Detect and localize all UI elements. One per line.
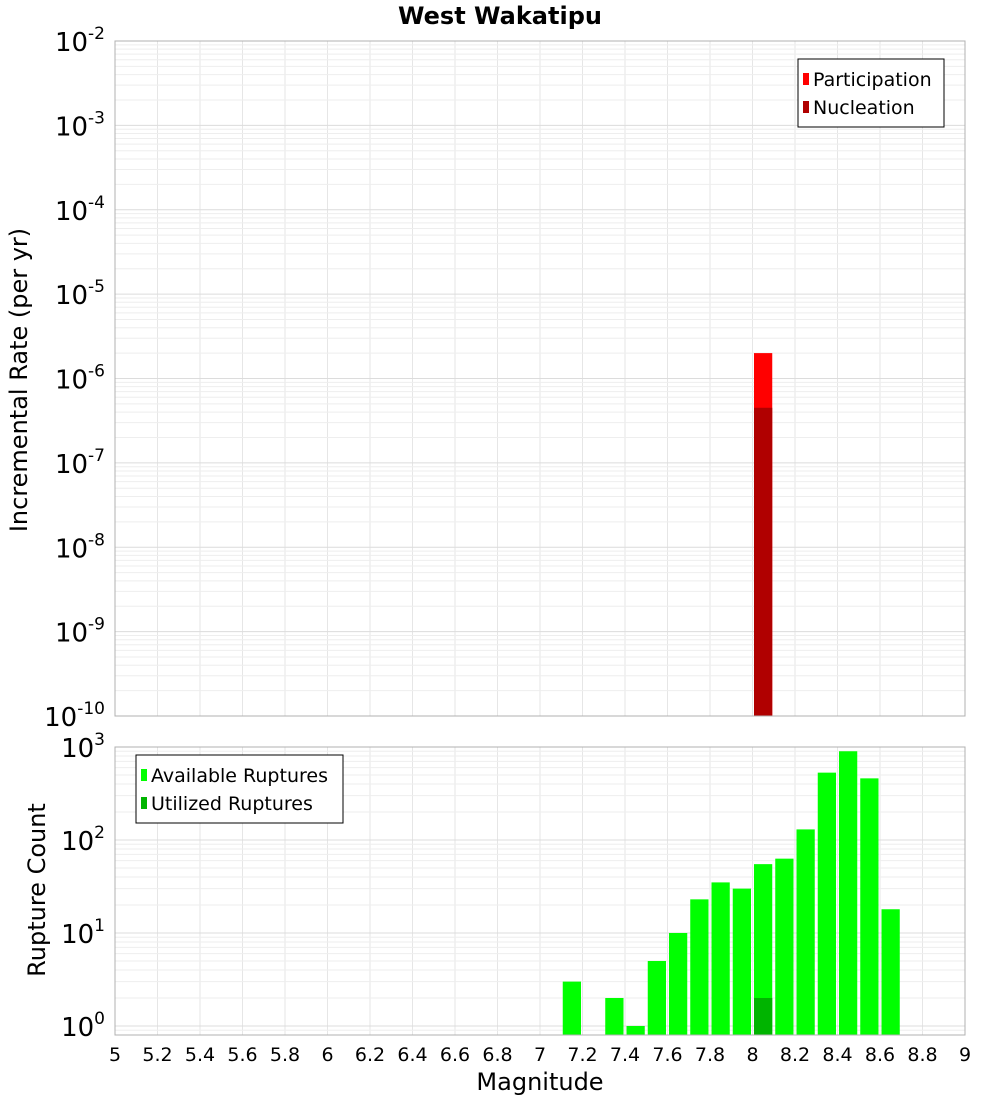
top-y-tick-label: 10-2 (55, 24, 105, 58)
bottom-y-axis-label: Rupture Count (23, 803, 51, 977)
bar (881, 909, 900, 1035)
top-legend-box (797, 58, 945, 128)
x-tick-label: 7.2 (567, 1044, 597, 1066)
x-tick-labels: 5 5.2 5.4 5.6 5.8 6 6.2 6.4 6.6 6.8 7 7.2 7.4 7.6 7.8 8… (109, 1044, 971, 1066)
top-y-tick-label: 10-5 (55, 277, 105, 311)
x-tick-label: 8 (746, 1044, 758, 1066)
bottom-series-utilized-ruptures (754, 997, 773, 1035)
top-y-tick-label: 10-4 (55, 193, 105, 227)
top-y-axis-label: Incremental Rate (per yr) (5, 228, 33, 532)
x-tick-label: 6.6 (440, 1044, 470, 1066)
bar (626, 1025, 645, 1035)
top-legend: Participation Nucleation (797, 58, 945, 128)
bottom-y-tick-label: 102 (61, 823, 105, 857)
bar (817, 772, 836, 1035)
bar (860, 778, 879, 1035)
x-tick-label: 5.6 (227, 1044, 257, 1066)
x-tick-label: 7 (534, 1044, 546, 1066)
legend-entry: Utilized Ruptures (151, 793, 313, 815)
bottom-series-available-ruptures (562, 751, 900, 1035)
x-tick-label: 8.6 (865, 1044, 895, 1066)
bar (754, 407, 773, 716)
legend-swatch (141, 797, 147, 809)
bar (605, 997, 624, 1035)
top-y-tick-label: 10-9 (55, 615, 105, 649)
bar (562, 981, 581, 1035)
top-y-tick-label: 10-7 (55, 446, 105, 480)
x-tick-label: 8.8 (907, 1044, 937, 1066)
legend-swatch (803, 73, 809, 85)
legend-swatch (141, 769, 147, 781)
top-y-tick-label: 10-3 (55, 108, 105, 142)
legend-entry: Nucleation (813, 97, 915, 119)
bar (839, 751, 858, 1035)
bar (754, 997, 773, 1035)
bar (754, 864, 773, 1035)
bar (775, 858, 794, 1035)
bottom-y-tick-label: 100 (61, 1009, 105, 1043)
x-tick-label: 9 (959, 1044, 971, 1066)
legend-swatch (803, 101, 809, 113)
x-tick-label: 7.6 (652, 1044, 682, 1066)
legend-entry: Participation (813, 69, 932, 91)
top-y-tick-label: 10-10 (44, 699, 105, 733)
x-tick-label: 7.8 (695, 1044, 725, 1066)
bar (711, 882, 730, 1035)
top-series-nucleation (754, 407, 773, 716)
bottom-plot-border (114, 746, 966, 1036)
bar (669, 932, 688, 1035)
x-tick-label: 6.8 (482, 1044, 512, 1066)
bar (796, 829, 815, 1035)
bar (690, 899, 709, 1035)
x-tick-label: 6.4 (397, 1044, 427, 1066)
bottom-y-tick-label: 103 (61, 730, 105, 764)
bottom-y-tick-label: 101 (61, 916, 105, 950)
x-tick-label: 5.8 (270, 1044, 300, 1066)
x-tick-label: 7.4 (610, 1044, 640, 1066)
x-tick-label: 5.4 (185, 1044, 215, 1066)
bottom-legend-box (135, 754, 344, 824)
bottom-legend: Available Ruptures Utilized Ruptures (135, 754, 344, 824)
top-y-tick-label: 10-8 (55, 530, 105, 564)
bar (732, 888, 751, 1035)
x-tick-label: 6.2 (355, 1044, 385, 1066)
x-tick-label: 8.4 (822, 1044, 852, 1066)
chart-title: West Wakatipu (398, 2, 602, 30)
rate-plot: 10-10 10-9 10-8 10-7 10-6 10-5 10-4 10-3 10-2 Par… (44, 24, 966, 733)
x-axis-label: Magnitude (476, 1068, 603, 1096)
x-tick-label: 5 (109, 1044, 121, 1066)
top-grid (114, 41, 966, 717)
top-plot-border (114, 40, 966, 717)
x-tick-label: 8.2 (780, 1044, 810, 1066)
top-y-tick-label: 10-6 (55, 362, 105, 396)
legend-entry: Available Ruptures (151, 765, 328, 787)
x-tick-label: 5.2 (142, 1044, 172, 1066)
bar (647, 960, 666, 1035)
x-tick-label: 6 (321, 1044, 333, 1066)
